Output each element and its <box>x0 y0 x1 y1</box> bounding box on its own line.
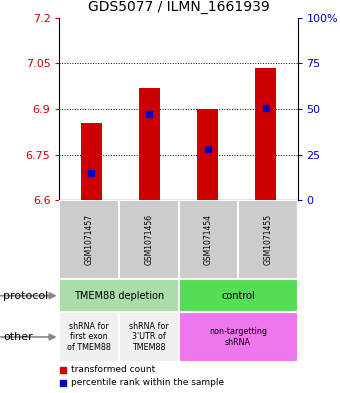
Bar <box>178 312 298 362</box>
Bar <box>59 312 119 362</box>
Text: GSM1071456: GSM1071456 <box>144 214 153 265</box>
Text: transformed count: transformed count <box>71 365 156 374</box>
Bar <box>255 68 276 200</box>
Text: non-targetting
shRNA: non-targetting shRNA <box>209 327 267 347</box>
Text: shRNA for
first exon
of TMEM88: shRNA for first exon of TMEM88 <box>67 322 111 352</box>
Text: GSM1071455: GSM1071455 <box>263 214 272 265</box>
Text: GSM1071457: GSM1071457 <box>85 214 94 265</box>
Text: other: other <box>3 332 33 342</box>
Bar <box>119 200 178 279</box>
Text: percentile rank within the sample: percentile rank within the sample <box>71 378 224 387</box>
Bar <box>197 109 218 200</box>
Bar <box>238 200 298 279</box>
Text: GSM1071454: GSM1071454 <box>204 214 213 265</box>
Bar <box>178 200 238 279</box>
Text: protocol: protocol <box>3 291 49 301</box>
Bar <box>81 123 102 200</box>
Title: GDS5077 / ILMN_1661939: GDS5077 / ILMN_1661939 <box>88 0 269 14</box>
Bar <box>178 279 298 312</box>
Bar <box>139 88 160 200</box>
Text: control: control <box>221 291 255 301</box>
Bar <box>119 312 178 362</box>
Text: TMEM88 depletion: TMEM88 depletion <box>74 291 164 301</box>
Bar <box>59 279 178 312</box>
Text: shRNA for
3'UTR of
TMEM88: shRNA for 3'UTR of TMEM88 <box>129 322 169 352</box>
Bar <box>59 200 119 279</box>
